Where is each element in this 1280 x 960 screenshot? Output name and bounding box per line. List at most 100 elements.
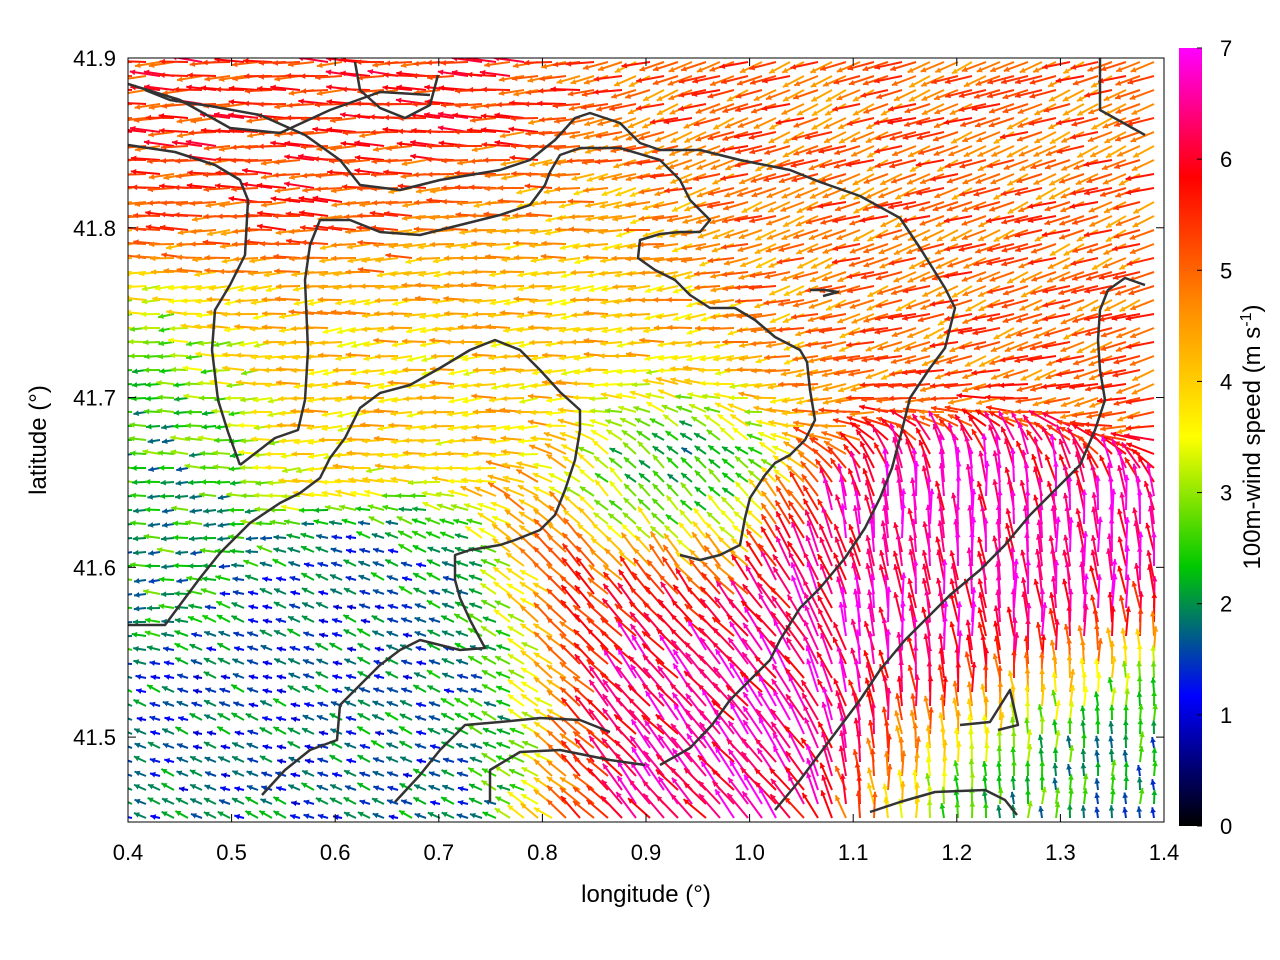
wind-vector [248,674,259,680]
wind-vector [774,474,791,497]
wind-vector [128,257,133,260]
wind-vector [285,196,315,203]
wind-vector [453,518,469,525]
wind-vector [468,574,483,581]
wind-vector [791,131,819,141]
wind-vector [428,617,441,623]
wind-vector [383,169,413,176]
wind-vector [385,670,399,679]
wind-vector [1052,777,1058,791]
wind-vector [164,716,175,722]
wind-vector [232,576,245,582]
wind-vector [357,74,385,81]
wind-vector [191,632,203,638]
wind-vector [579,485,595,497]
wind-vector [853,187,875,201]
wind-vector [413,587,427,595]
wind-vector [256,182,287,189]
wind-vector [340,70,371,77]
wind-vector [654,131,679,143]
wind-vector [261,715,273,722]
wind-vector [1003,159,1029,170]
wind-vector [148,131,175,138]
wind-vector [838,131,861,144]
wind-vector [527,393,553,400]
wind-vector [346,604,357,611]
wind-vector [497,185,525,191]
wind-vector [214,183,245,189]
wind-vector [214,58,245,63]
wind-vector [328,519,343,526]
wind-vector [231,601,245,609]
wind-vector [387,785,399,792]
x-tick-label: 0.4 [113,840,144,865]
wind-vector [301,685,315,693]
wind-vector [1151,747,1158,763]
wind-vector [215,574,231,581]
wind-vector [290,590,301,596]
wind-vector [556,75,581,85]
wind-vector [811,103,833,117]
wind-vector [471,145,497,153]
wind-vector [303,799,315,806]
wind-vector [230,683,245,693]
wind-vector [161,685,175,693]
wind-vector [878,187,903,199]
wind-vector [939,803,946,819]
wind-vector [131,631,147,638]
wind-vector [455,102,483,109]
wind-vector [273,629,287,637]
wind-vector [316,61,343,69]
wind-vector [501,173,525,181]
wind-vector [359,547,371,554]
colorbar-tick-label: 5 [1220,258,1232,283]
wind-vector [1100,61,1127,72]
wind-vector [891,75,917,87]
wind-vector [331,688,343,694]
wind-vector [128,369,133,372]
y-axis-title: latitude (°) [25,385,52,495]
wind-vector [300,239,329,246]
wind-vector [206,646,217,652]
wind-vector [1122,719,1129,735]
wind-vector [961,131,987,143]
wind-vector [537,100,567,107]
wind-vector [819,159,847,169]
wind-vector [315,546,329,553]
wind-vector [244,574,259,581]
wind-vector [301,615,315,623]
wind-vector [399,713,413,721]
wind-vector [385,742,399,749]
wind-vector [359,799,371,806]
wind-vector [1039,760,1046,777]
wind-vector [145,423,161,430]
wind-vector [233,631,245,637]
wind-vector [158,576,175,583]
wind-vector [1130,61,1155,73]
wind-vector [276,674,287,680]
wind-vector [442,575,455,582]
wind-vector [452,112,483,119]
wind-vector [577,446,595,455]
wind-vector [806,772,819,805]
wind-vector [468,797,483,805]
wind-vector [343,769,357,777]
wind-vector [373,673,385,680]
wind-vector [707,131,735,141]
wind-vector [944,75,973,85]
wind-vector [954,531,961,567]
wind-vector [809,187,833,200]
wind-vector [720,75,749,85]
wind-vector [1108,704,1115,721]
wind-vector [288,561,301,567]
wind-vector [1055,75,1085,84]
wind-vector [482,616,497,623]
wind-vector [244,88,273,94]
wind-vector [228,112,259,119]
colorbar-tick-label: 0 [1220,814,1232,839]
wind-vector [565,60,595,67]
wind-vector [678,509,693,525]
wind-vector [330,145,357,152]
wind-vector [149,757,161,764]
